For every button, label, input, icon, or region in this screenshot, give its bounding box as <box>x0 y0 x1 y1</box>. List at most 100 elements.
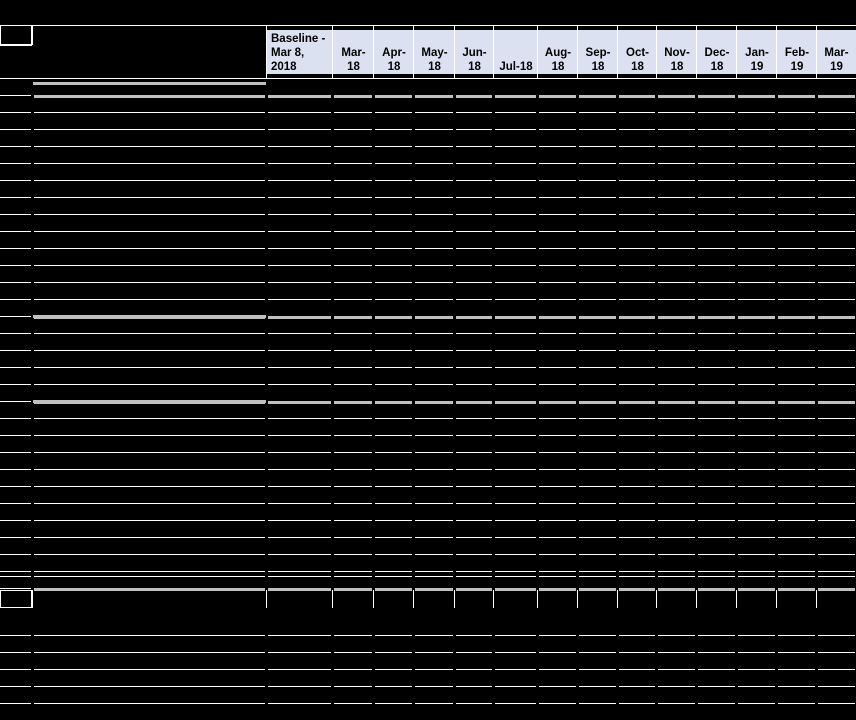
timescale-header-nov-18[interactable]: Nov-18 <box>657 30 697 74</box>
timescale-header-dec-18[interactable]: Dec-18 <box>697 30 737 74</box>
timescale-header-jan-19[interactable]: Jan-19 <box>737 30 777 74</box>
task-row-rule <box>415 197 453 198</box>
table-row[interactable] <box>0 146 856 163</box>
task-row-rule <box>658 231 695 232</box>
table-row[interactable] <box>0 669 856 686</box>
table-row[interactable] <box>0 367 856 384</box>
table-row[interactable] <box>0 435 856 452</box>
task-row-rule <box>738 265 775 266</box>
timescale-header-oct-18[interactable]: Oct-18 <box>618 30 657 74</box>
table-row[interactable] <box>0 703 856 720</box>
table-row[interactable] <box>0 418 856 435</box>
id-task-header-divider <box>32 25 33 45</box>
table-row[interactable] <box>0 350 856 367</box>
task-row-rule <box>34 686 265 687</box>
task-row-rule <box>495 146 536 147</box>
table-row[interactable] <box>0 299 856 316</box>
table-row[interactable] <box>0 231 856 248</box>
table-row[interactable] <box>0 486 856 503</box>
task-row-rule <box>738 367 775 368</box>
table-row[interactable] <box>0 163 856 180</box>
table-row[interactable] <box>0 316 856 333</box>
table-row[interactable] <box>0 333 856 350</box>
task-row-rule <box>539 214 576 215</box>
task-row-rule <box>658 452 695 453</box>
task-row-rule <box>0 163 31 164</box>
id-column-header-box[interactable] <box>0 25 32 45</box>
table-row[interactable] <box>0 95 856 112</box>
timescale-header-jul-18[interactable]: Jul-18 <box>494 30 538 74</box>
task-row-rule <box>539 384 576 385</box>
task-row-rule <box>619 384 655 385</box>
task-name-column-header[interactable] <box>33 25 267 78</box>
task-row-rule <box>818 248 855 249</box>
task-row-rule <box>619 248 655 249</box>
timescale-header-jun-18[interactable]: Jun-18 <box>455 30 494 74</box>
table-row[interactable] <box>0 180 856 197</box>
task-row-rule <box>334 452 372 453</box>
table-row[interactable] <box>0 248 856 265</box>
task-row-rule <box>495 635 536 636</box>
summary-row-rule <box>579 588 616 591</box>
timescale-header-sep-18[interactable]: Sep-18 <box>578 30 618 74</box>
table-row[interactable] <box>0 503 856 520</box>
table-row[interactable] <box>0 635 856 652</box>
timescale-header-aug-18[interactable]: Aug-18 <box>538 30 578 74</box>
task-row-rule <box>375 635 412 636</box>
timescale-header-mar-19[interactable]: Mar-19 <box>817 30 856 74</box>
timescale-header-baseline[interactable]: Baseline - Mar 8, 2018 <box>267 30 333 74</box>
summary-row-rule <box>334 316 372 319</box>
task-row-rule <box>539 418 576 419</box>
table-row[interactable] <box>0 129 856 146</box>
table-row[interactable] <box>0 197 856 214</box>
table-row[interactable] <box>0 520 856 537</box>
table-row[interactable] <box>0 571 856 588</box>
table-row[interactable] <box>0 686 856 703</box>
timescale-header-may-18[interactable]: May-18 <box>414 30 455 74</box>
task-row-rule <box>619 282 655 283</box>
task-row-rule <box>0 703 31 704</box>
secondary-id-header-box[interactable] <box>0 590 32 608</box>
table-row[interactable] <box>0 554 856 571</box>
timescale-header-feb-19[interactable]: Feb-19 <box>777 30 817 74</box>
task-row-rule <box>818 231 855 232</box>
table-row[interactable] <box>0 282 856 299</box>
table-row[interactable] <box>0 537 856 554</box>
timescale-header-label: Nov-18 <box>664 47 690 73</box>
table-row[interactable] <box>0 384 856 401</box>
task-row-rule <box>415 652 453 653</box>
table-row[interactable] <box>0 401 856 418</box>
table-row[interactable] <box>0 78 856 95</box>
task-row-rule <box>34 435 265 436</box>
summary-row-bar <box>33 400 266 403</box>
task-row-rule <box>268 554 331 555</box>
timescale-header-apr-18[interactable]: Apr-18 <box>374 30 414 74</box>
task-row-rule <box>268 384 331 385</box>
timescale-header-mar-18[interactable]: Mar-18 <box>333 30 374 74</box>
summary-row-rule <box>495 316 536 319</box>
table-row[interactable] <box>0 265 856 282</box>
task-row-rule <box>415 635 453 636</box>
task-row-rule <box>579 537 616 538</box>
task-row-rule <box>495 554 536 555</box>
task-row-rule <box>375 265 412 266</box>
task-row-rule <box>334 486 372 487</box>
task-row-rule <box>619 486 655 487</box>
table-row[interactable] <box>0 452 856 469</box>
secondary-header-tick <box>617 590 618 608</box>
task-row-rule <box>579 384 616 385</box>
task-row-rule <box>415 703 453 704</box>
task-row-rule <box>658 214 695 215</box>
summary-row-rule <box>415 316 453 319</box>
task-row-rule <box>698 418 735 419</box>
table-row[interactable] <box>0 652 856 669</box>
table-row[interactable] <box>0 112 856 129</box>
summary-row-rule <box>334 588 372 591</box>
table-row[interactable] <box>0 469 856 486</box>
task-row-rule <box>268 435 331 436</box>
table-row[interactable] <box>0 618 856 635</box>
pre-separator-rule <box>539 576 576 577</box>
task-row-rule <box>34 367 265 368</box>
table-row[interactable] <box>0 214 856 231</box>
summary-row-rule <box>738 588 775 591</box>
